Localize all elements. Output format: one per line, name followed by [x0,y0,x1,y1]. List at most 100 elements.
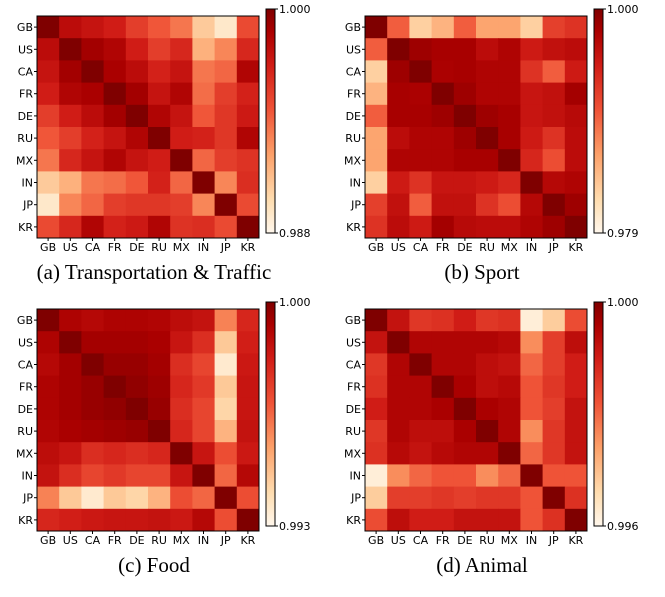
heatmap-cell [81,508,104,532]
heatmap-cell [214,508,238,532]
heatmap-cell [387,486,410,510]
heatmap-cell [431,60,455,83]
heatmap-cell [170,104,193,128]
heatmap-cell [81,397,104,421]
heatmap-cell [125,464,149,487]
y-tick-label: MX [344,447,361,460]
heatmap-cell [431,486,455,510]
heatmap-cell [431,464,455,487]
heatmap-cell [103,127,127,150]
heatmap-cell [214,331,238,354]
heatmap-cell [542,60,566,83]
x-tick-label: DE [129,534,144,547]
heatmap-panel-2: GB US CA FR DE RU MX IN JP KR GB US CA FR DE RU MX IN JP KR… [344,3,639,284]
heatmap-cell [148,508,171,532]
panel-caption: (c) Food [118,553,190,577]
heatmap-cell [520,508,543,532]
heatmap-cell [170,171,193,194]
heatmap-cell [81,171,104,194]
colorbar [265,8,276,234]
heatmap-cell [365,82,388,106]
heatmap-cell [564,38,588,61]
heatmap-cell [431,508,455,532]
panel-caption: (d) Animal [436,553,528,577]
y-tick-label: KR [346,221,361,234]
heatmap-cell [431,397,455,421]
heatmap-cell [236,420,260,443]
heatmap-cell [192,149,215,172]
heatmap-cell [365,16,388,39]
heatmap-cell [59,486,82,510]
colorbar-min-label: 0.993 [279,520,311,533]
heatmap-cell [59,397,82,421]
heatmap-cell [37,82,60,106]
heatmap-cell [365,420,388,443]
heatmap-cell [498,397,521,421]
heatmap-cell [214,104,238,128]
heatmap-cell [236,127,260,150]
heatmap-cell [192,193,215,217]
heatmap-cell [103,38,127,61]
heatmap-cell [59,104,82,128]
x-tick-label: IN [198,241,209,254]
colorbar-max-label: 1.000 [279,3,311,16]
heatmap-cell [564,16,588,39]
heatmap-cell [236,38,260,61]
heatmap-cell [37,104,60,128]
y-tick-label: RU [17,425,33,438]
heatmap-cell [59,309,82,332]
heatmap-cell [170,215,193,239]
heatmap-cell [192,104,215,128]
heatmap-cell [59,442,82,465]
heatmap-cell [103,331,127,354]
heatmap-cell [365,38,388,61]
heatmap-cell [453,442,477,465]
heatmap-cell [125,16,149,39]
heatmap-cell [59,420,82,443]
heatmap-cell [542,442,566,465]
x-tick-label: KR [240,241,255,254]
heatmap-cell [37,486,60,510]
heatmap-cell [564,171,588,194]
heatmap-cell [564,309,588,332]
heatmap-cell [387,149,410,172]
heatmap-cell [542,420,566,443]
heatmap-cell [520,127,543,150]
heatmap-cell [387,353,410,376]
heatmap-cell [498,60,521,83]
heatmap-cell [81,442,104,465]
heatmap-cell [498,215,521,239]
heatmap-cell [520,171,543,194]
heatmap-frame [364,15,588,239]
heatmap-cell [542,309,566,332]
heatmap-cell [59,171,82,194]
heatmap-cell [476,442,499,465]
heatmap-cell [498,508,521,532]
heatmap-cell [498,331,521,354]
heatmap-cell [103,486,127,510]
x-tick-label: CA [413,534,429,547]
heatmap-cell [37,420,60,443]
y-tick-label: GB [17,21,33,34]
heatmap-cell [37,16,60,39]
heatmap-cell [564,508,588,532]
heatmap-cell [103,309,127,332]
heatmap-cell [125,353,149,376]
x-tick-label: KR [568,534,583,547]
heatmap-cell [542,171,566,194]
heatmap-cell [564,486,588,510]
heatmap-cell [125,193,149,217]
heatmap-cell [81,16,104,39]
heatmap-cell [387,104,410,128]
heatmap-cell [103,375,127,399]
heatmap-cell [125,171,149,194]
heatmap-cell [192,486,215,510]
heatmap-cell [431,127,455,150]
heatmap-cell [431,331,455,354]
heatmap-cell [236,104,260,128]
heatmap-cell [192,464,215,487]
heatmap-cell [498,127,521,150]
heatmap-cell [214,353,238,376]
heatmap-cell [476,38,499,61]
